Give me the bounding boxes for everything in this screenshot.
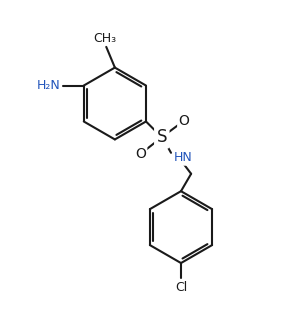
Text: Cl: Cl (175, 281, 187, 294)
Text: O: O (178, 114, 189, 128)
Text: CH₃: CH₃ (93, 32, 116, 44)
Text: O: O (135, 147, 146, 161)
Text: S: S (156, 128, 167, 146)
Text: HN: HN (174, 151, 193, 165)
Text: H₂N: H₂N (36, 79, 60, 92)
